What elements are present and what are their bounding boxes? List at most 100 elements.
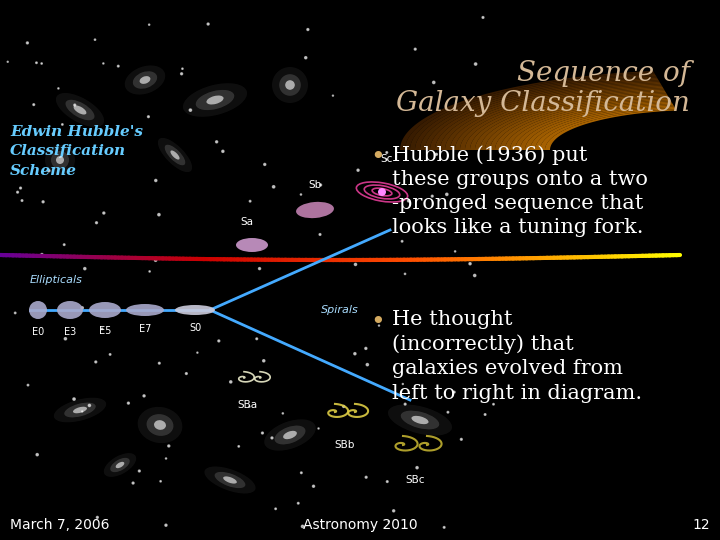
Point (225, 377, 236, 386)
Point (277, 409, 289, 418)
Text: Spirals: Spirals (321, 305, 359, 315)
Point (350, 260, 361, 269)
Point (243, 402, 255, 411)
Text: •: • (370, 145, 384, 169)
Polygon shape (485, 93, 667, 150)
Ellipse shape (272, 67, 308, 103)
Point (302, 25, 314, 34)
Text: •: • (370, 310, 384, 334)
Point (397, 380, 408, 388)
Ellipse shape (73, 105, 86, 114)
Ellipse shape (175, 305, 215, 315)
Text: S0: S0 (189, 323, 201, 333)
Point (410, 45, 421, 53)
Ellipse shape (54, 397, 107, 422)
Polygon shape (525, 104, 673, 150)
Point (381, 148, 392, 157)
Ellipse shape (165, 145, 185, 165)
Text: Hubble (1936) put
these groups onto a two
-pronged sequence that
looks like a tu: Hubble (1936) put these groups onto a tw… (392, 145, 648, 238)
Polygon shape (420, 76, 657, 150)
Polygon shape (530, 105, 674, 150)
Ellipse shape (56, 156, 64, 164)
Point (15, 184, 27, 192)
Point (68, 395, 80, 403)
Point (381, 156, 392, 164)
Point (376, 187, 387, 195)
Point (89, 35, 101, 44)
Point (382, 477, 393, 486)
Point (449, 388, 460, 396)
Polygon shape (505, 99, 670, 150)
Point (98, 208, 109, 217)
Point (211, 138, 222, 146)
Point (251, 334, 263, 343)
Polygon shape (450, 84, 662, 150)
Text: SBb: SBb (335, 440, 355, 450)
Point (176, 64, 188, 73)
Point (296, 469, 307, 477)
Polygon shape (405, 72, 654, 150)
Point (69, 101, 81, 110)
Ellipse shape (158, 138, 192, 172)
Point (9, 309, 21, 318)
Point (383, 517, 395, 526)
Point (12, 188, 23, 197)
Text: SBa: SBa (237, 400, 257, 410)
Polygon shape (425, 78, 658, 150)
Point (155, 477, 166, 485)
Ellipse shape (104, 453, 136, 477)
Point (57, 120, 68, 129)
Ellipse shape (116, 462, 125, 468)
Text: E3: E3 (64, 327, 76, 337)
Point (84, 401, 95, 410)
Text: Sa: Sa (240, 217, 253, 227)
Text: Galaxy Classification: Galaxy Classification (396, 90, 690, 117)
Ellipse shape (89, 302, 121, 318)
Point (58, 240, 70, 249)
Point (361, 360, 373, 369)
Point (144, 267, 156, 276)
Point (133, 467, 145, 475)
Ellipse shape (196, 90, 234, 110)
Polygon shape (475, 91, 665, 150)
Point (480, 410, 491, 419)
Polygon shape (470, 90, 665, 150)
Point (76, 407, 88, 416)
Point (36, 59, 48, 68)
Polygon shape (465, 88, 664, 150)
Point (28, 100, 40, 109)
Text: Edwin Hubble's
Classification
Scheme: Edwin Hubble's Classification Scheme (10, 125, 143, 178)
Point (426, 192, 438, 200)
Point (143, 21, 155, 29)
Ellipse shape (401, 410, 439, 429)
Point (464, 259, 476, 268)
Ellipse shape (378, 188, 386, 196)
Ellipse shape (283, 431, 297, 439)
Point (396, 237, 408, 246)
Ellipse shape (125, 65, 166, 94)
Point (449, 247, 461, 256)
Point (258, 356, 269, 365)
Polygon shape (445, 83, 661, 150)
Point (150, 176, 161, 185)
Point (352, 166, 364, 174)
Point (297, 522, 308, 531)
Point (295, 190, 307, 199)
Point (127, 479, 139, 488)
Point (470, 60, 482, 69)
Point (213, 336, 225, 345)
Point (37, 198, 49, 206)
Point (181, 369, 192, 378)
Point (266, 434, 278, 442)
Polygon shape (440, 82, 660, 150)
Ellipse shape (236, 238, 268, 252)
Point (349, 349, 361, 358)
Point (314, 230, 325, 239)
Point (431, 150, 442, 159)
Point (202, 20, 214, 29)
Polygon shape (540, 108, 676, 150)
Ellipse shape (223, 476, 237, 484)
Point (150, 256, 161, 265)
Point (153, 211, 165, 219)
Point (36, 250, 48, 259)
